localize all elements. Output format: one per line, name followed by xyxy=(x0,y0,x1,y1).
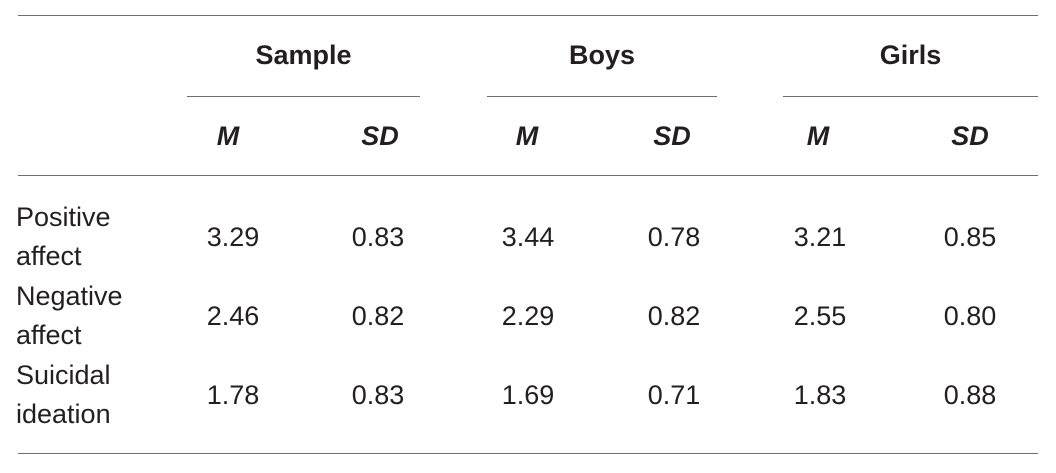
cell-sample-sd: 0.83 xyxy=(351,380,405,410)
stat-header-boys-m: M xyxy=(515,121,539,151)
group-header-girls: Girls xyxy=(879,40,942,70)
cell-boys-sd: 0.82 xyxy=(647,301,701,331)
cell-boys-sd: 0.71 xyxy=(647,380,701,410)
cell-boys-m: 2.29 xyxy=(501,301,555,331)
row-label-line: Negative xyxy=(16,281,123,311)
cell-boys-m: 3.44 xyxy=(501,222,555,252)
stat-header-girls-m: M xyxy=(806,121,830,151)
table-top-rule xyxy=(18,15,1038,16)
cell-boys-sd: 0.78 xyxy=(647,222,701,252)
cell-girls-m: 3.21 xyxy=(793,222,847,252)
group-header-sample: Sample xyxy=(255,40,352,70)
cell-girls-sd: 0.88 xyxy=(943,380,997,410)
row-label-line: affect xyxy=(16,241,82,271)
cell-girls-sd: 0.80 xyxy=(943,301,997,331)
cell-sample-sd: 0.82 xyxy=(351,301,405,331)
stat-header-sample-sd: SD xyxy=(361,121,399,151)
stat-header-sample-m: M xyxy=(216,121,240,151)
row-label: Negative affect xyxy=(16,277,186,355)
cell-girls-sd: 0.85 xyxy=(943,222,997,252)
group-underline-girls xyxy=(783,96,1038,97)
group-underline-sample xyxy=(187,96,420,97)
cell-girls-m: 2.55 xyxy=(793,301,847,331)
stat-header-boys-sd: SD xyxy=(653,121,691,151)
row-label-line: ideation xyxy=(16,399,111,429)
group-underline-boys xyxy=(487,96,717,97)
group-header-boys: Boys xyxy=(568,40,636,70)
row-label: Positive affect xyxy=(16,198,186,276)
row-label: Suicidal ideation xyxy=(16,356,186,434)
stat-header-girls-sd: SD xyxy=(951,121,989,151)
row-label-line: Positive xyxy=(16,202,111,232)
cell-sample-m: 1.78 xyxy=(206,380,260,410)
cell-sample-m: 2.46 xyxy=(206,301,260,331)
table-bottom-rule xyxy=(18,453,1038,454)
table-header-rule xyxy=(18,175,1038,176)
cell-sample-m: 3.29 xyxy=(206,222,260,252)
cell-sample-sd: 0.83 xyxy=(351,222,405,252)
row-label-line: Suicidal xyxy=(16,360,111,390)
cell-girls-m: 1.83 xyxy=(793,380,847,410)
row-label-line: affect xyxy=(16,320,82,350)
cell-boys-m: 1.69 xyxy=(501,380,555,410)
